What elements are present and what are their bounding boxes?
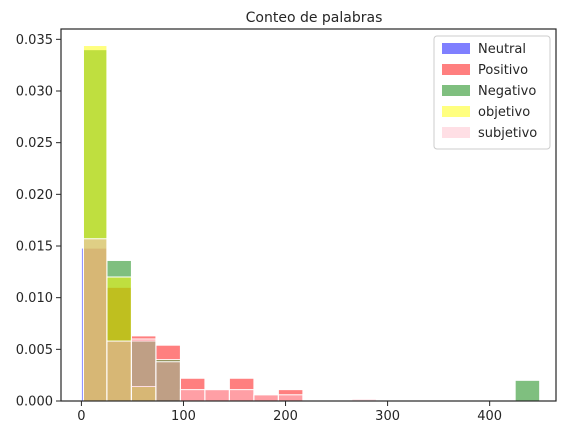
legend-label-neutral: Neutral: [478, 42, 526, 57]
legend-swatch-objetivo: [442, 106, 470, 117]
bar-subjetivo-1: [106, 340, 132, 402]
x-tick-label-2: 200: [273, 409, 298, 424]
y-tick-label-2: 0.010: [16, 291, 53, 306]
x-tick-label-4: 400: [477, 409, 502, 424]
legend-label-subjetivo: subjetivo: [478, 126, 537, 141]
x-tick-label-1: 100: [171, 409, 196, 424]
y-tick-label-3: 0.015: [16, 240, 53, 255]
bar-subjetivo-7: [253, 394, 279, 402]
y-tick-label-6: 0.030: [16, 85, 53, 100]
legend-swatch-positivo: [442, 64, 470, 75]
legend-label-positivo: Positivo: [478, 63, 528, 78]
y-tick-label-1: 0.005: [16, 343, 53, 358]
x-tick-label-3: 300: [375, 409, 400, 424]
x-tick-label-0: 0: [77, 409, 85, 424]
bars-layer: [80, 45, 541, 402]
legend: Neutral Positivo Negativo objetivo subjetivo: [433, 35, 551, 150]
bar-subjetivo-4: [179, 389, 206, 402]
x-axis: 0 100 200 300 400: [77, 401, 502, 424]
y-axis: 0.000 0.005 0.010 0.015 0.020 0.025 0.030 0.035: [16, 33, 61, 410]
bar-subjetivo-6: [228, 389, 255, 402]
bar-subjetivo-2: [130, 338, 157, 402]
bar-subjetivo-0: [82, 238, 108, 402]
bar-subjetivo-5: [204, 389, 230, 402]
y-tick-label-4: 0.020: [16, 188, 53, 203]
legend-swatch-negativo: [442, 85, 470, 96]
y-tick-label-0: 0.000: [16, 395, 53, 410]
y-tick-label-5: 0.025: [16, 136, 53, 151]
legend-swatch-subjetivo: [442, 127, 470, 138]
legend-swatch-neutral: [442, 43, 470, 54]
plot-frame: [60, 28, 557, 402]
chart-title: Conteo de palabras: [246, 10, 383, 26]
bar-negativo-4: [514, 379, 541, 402]
bar-subjetivo-8: [277, 394, 304, 402]
legend-label-objetivo: objetivo: [478, 105, 530, 120]
y-tick-label-7: 0.035: [16, 33, 53, 48]
legend-label-negativo: Negativo: [478, 84, 536, 99]
bar-subjetivo-3: [155, 361, 181, 402]
